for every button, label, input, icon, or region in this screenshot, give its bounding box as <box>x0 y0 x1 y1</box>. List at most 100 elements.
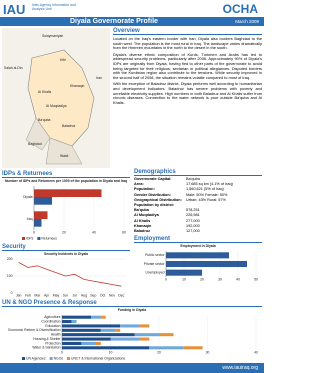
bar <box>62 333 135 337</box>
demographics-row: Population: 1,560,621 (5% of Iraq) <box>134 187 262 192</box>
y-tick-label: Diyala <box>23 195 33 199</box>
title: Diyala Governorate Profile <box>70 18 158 25</box>
x-tick-label: 0 <box>33 230 35 234</box>
page: IAU Inter-Agency Information and Analysi… <box>0 0 264 373</box>
value: Urban: 43% Rural: 57% <box>186 197 226 202</box>
value: 1,560,621 (5% of Iraq) <box>186 187 224 192</box>
bar <box>91 315 101 319</box>
label: Population: <box>134 187 155 192</box>
demographics-row: Gender Distribution: Male: 50% Female: 50… <box>134 193 262 198</box>
footer-url: www.iauiraq.org <box>222 365 258 371</box>
bar <box>71 320 77 324</box>
demographics-row: Khanaqin 192,000 <box>134 224 262 229</box>
legend-label: IDPs <box>26 236 34 240</box>
chart-title: Number of IDPs and Returnees per 1000 of… <box>5 179 127 183</box>
bar <box>110 337 140 341</box>
value: Male: 50% Female: 50% <box>186 192 228 197</box>
map-label: Al Khalis <box>38 90 51 94</box>
y-tick-label: Public sector <box>145 253 165 257</box>
x-tick-label: Aug <box>81 293 87 297</box>
x-tick-label: 40 <box>254 350 258 354</box>
chart: Security Incidents in Diyala 0 100 200 Jan Fe… <box>7 252 126 297</box>
bar <box>34 211 48 219</box>
bar <box>183 346 203 350</box>
y-tick-label: 100 <box>7 274 13 278</box>
x-tick-label: May <box>53 293 60 297</box>
y-tick-label: Unemployed <box>145 271 164 275</box>
y-tick-label: Coordination <box>41 319 60 323</box>
bar <box>34 189 102 197</box>
bar <box>34 197 52 205</box>
chart: Employment in Diyala 0 10 20 30 40 50 Public se… <box>144 244 258 282</box>
ocha-logo: OCHA <box>222 2 258 16</box>
x-tick-label: 20 <box>62 230 66 234</box>
x-tick-label: 20 <box>157 350 161 354</box>
x-tick-label: Oct <box>100 293 105 297</box>
y-tick-label: Education <box>45 324 60 328</box>
x-tick-label: 30 <box>206 350 210 354</box>
overview-text: Located on the Iraq's eastern border wit… <box>113 36 262 107</box>
y-tick-label: Economic Reform & Diversification <box>8 328 60 332</box>
diyala-shape <box>27 49 95 147</box>
bar <box>166 269 202 276</box>
paragraph: With the exception of Baladruz district,… <box>113 81 262 105</box>
x-tick-label: 40 <box>92 230 96 234</box>
section-heading: IDPs & Returnees <box>2 171 130 178</box>
legend-label: NGOs <box>54 356 64 360</box>
label: Khanaqin <box>134 223 152 228</box>
label: Governorate Capital: <box>134 177 172 181</box>
bar <box>166 252 229 259</box>
legend-swatch <box>49 357 53 360</box>
footer: www.iauiraq.org <box>0 363 264 373</box>
x-tick-label: 0 <box>165 277 167 281</box>
bar <box>139 324 150 328</box>
legend-label: UNCT & International Organizations <box>71 356 125 360</box>
bar <box>120 324 140 328</box>
bar <box>62 315 92 319</box>
chart-title: Funding in Diyala <box>118 308 146 312</box>
legend-swatch <box>67 357 71 360</box>
bar <box>100 315 106 319</box>
value: 226,981 <box>186 213 200 218</box>
label: Area: <box>134 182 144 187</box>
x-tick-label: 30 <box>218 277 222 281</box>
section-heading: Security <box>2 244 130 251</box>
demographics-row: Population by district: <box>134 203 262 208</box>
legend-label: Returnees <box>41 236 57 240</box>
bar <box>134 333 159 337</box>
title-bar: Diyala Governorate Profile March 2009 <box>0 17 264 26</box>
bar <box>81 341 96 345</box>
demographics-row: Area: 17,685 sq km (4.1% of Iraq) <box>134 182 262 187</box>
map: Sulaymaniyah Salah al-Din Kifri Al Khali… <box>2 28 110 168</box>
label: Gender Distribution: <box>134 192 171 197</box>
y-tick-label: Private sector <box>144 262 166 266</box>
demographics-row: Geographical Distribution: Urban: 43% Rur… <box>134 198 262 203</box>
bar <box>62 346 150 350</box>
legend-swatch <box>37 237 41 240</box>
map-label: Iran <box>96 76 102 80</box>
bar <box>139 337 150 341</box>
x-tick-label: 20 <box>200 277 204 281</box>
x-tick-label: Dec <box>118 293 124 297</box>
bar <box>95 341 101 345</box>
map-label: Khanaqin <box>70 84 84 88</box>
section-heading: UN & NGO Presence & Response <box>2 300 262 307</box>
bar <box>34 219 42 227</box>
label: Ba'quba <box>134 208 149 213</box>
section-heading: Employment <box>134 236 262 243</box>
map-label: Baghdad <box>28 142 42 146</box>
x-tick-label: 60 <box>122 230 126 234</box>
y-tick-label: Iraq <box>27 217 33 221</box>
demographics-table: Governorate Capital: Ba'quba Area: 17,685 s… <box>134 177 262 234</box>
date: March 2009 <box>235 19 259 24</box>
section-heading: Demographics <box>134 169 262 176</box>
map-label: Sulaymaniyah <box>42 34 63 38</box>
bar <box>115 328 121 332</box>
y-tick-label: 0 <box>11 291 13 295</box>
label: Geographical Distribution: <box>134 197 182 202</box>
value: 127,000 <box>186 229 200 234</box>
value: 277,000 <box>186 218 200 223</box>
map-label: Ba'quba <box>38 118 50 122</box>
legend-swatch <box>22 237 25 240</box>
x-tick-label: Jan <box>16 293 22 297</box>
